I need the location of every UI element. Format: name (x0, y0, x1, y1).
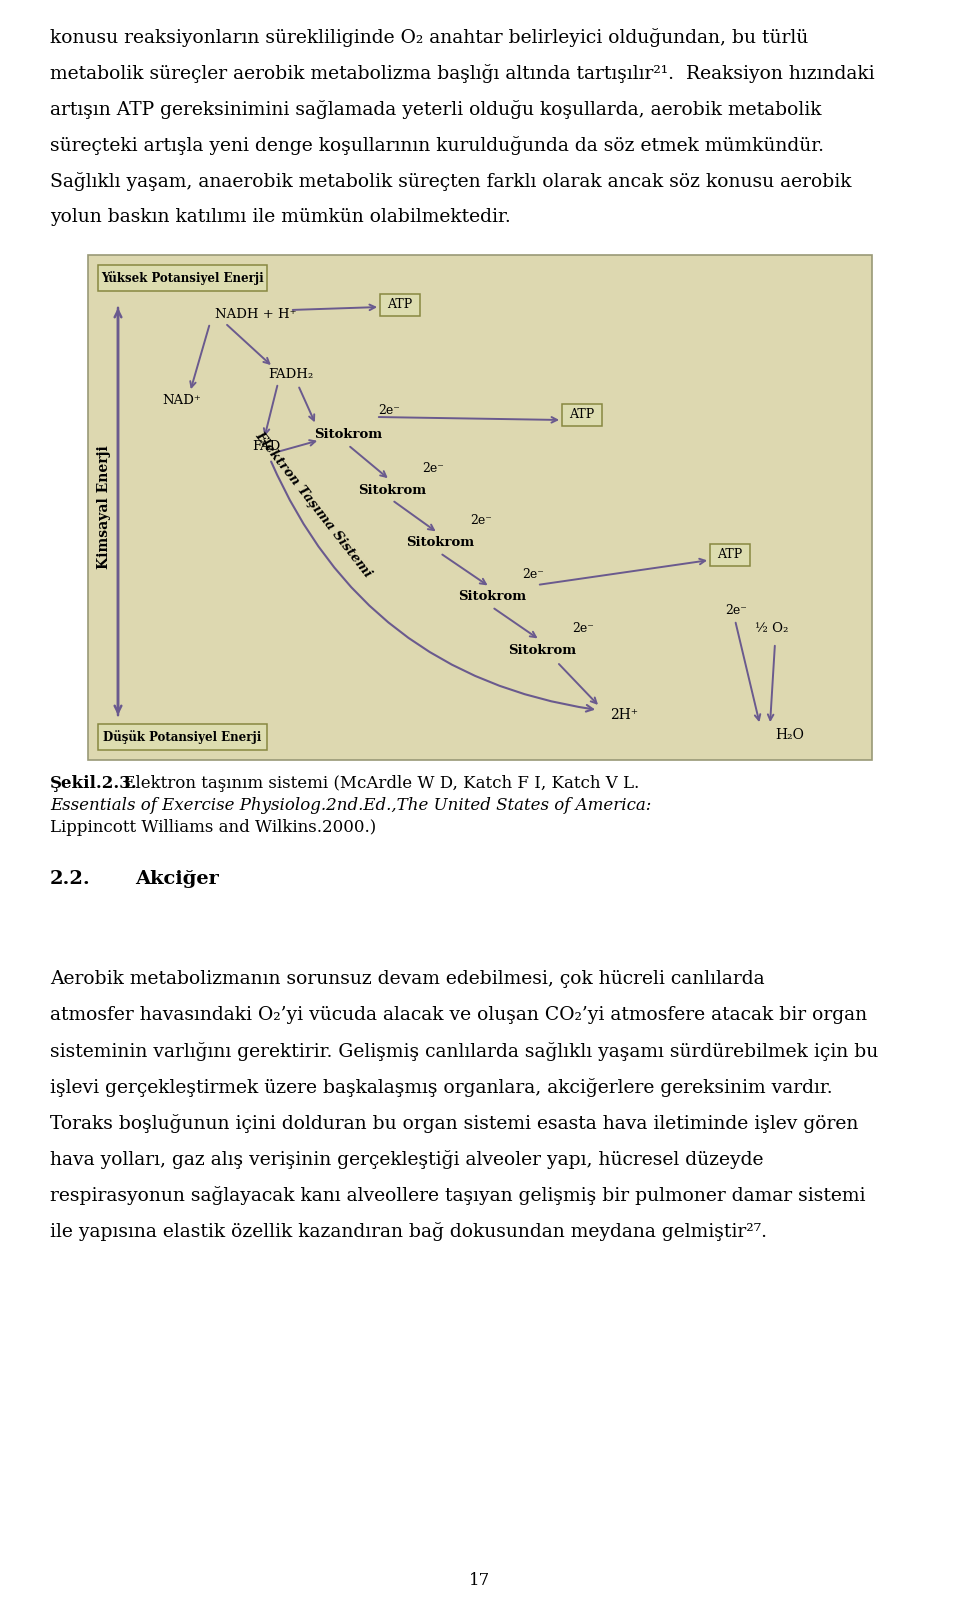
Text: Akciğer: Akciğer (135, 869, 219, 889)
Text: Aerobik metabolizmanın sorunsuz devam edebilmesi, çok hücreli canlılarda: Aerobik metabolizmanın sorunsuz devam ed… (50, 969, 764, 989)
Text: Elektron Taşıma Sistemi: Elektron Taşıma Sistemi (252, 430, 374, 581)
Text: 2e⁻: 2e⁻ (378, 404, 400, 417)
Text: ile yapısına elastik özellik kazandıran bağ dokusundan meydana gelmiştir²⁷.: ile yapısına elastik özellik kazandıran … (50, 1222, 767, 1241)
Text: ATP: ATP (569, 409, 594, 422)
Text: sisteminin varlığını gerektirir. Gelişmiş canlılarda sağlıklı yaşamı sürdürebilm: sisteminin varlığını gerektirir. Gelişmi… (50, 1042, 878, 1061)
Text: H₂O: H₂O (775, 728, 804, 742)
Text: respirasyonun sağlayacak kanı alveollere taşıyan gelişmiş bir pulmoner damar sis: respirasyonun sağlayacak kanı alveollere… (50, 1187, 866, 1204)
Text: NADH + H⁺: NADH + H⁺ (215, 309, 297, 322)
Text: işlevi gerçekleştirmek üzere başkalaşmış organlara, akciğerlere gereksinim vardı: işlevi gerçekleştirmek üzere başkalaşmış… (50, 1079, 832, 1096)
Text: süreçteki artışla yeni denge koşullarının kurulduğunda da söz etmek mümkündür.: süreçteki artışla yeni denge koşullarını… (50, 135, 824, 155)
Text: artışın ATP gereksinimini sağlamada yeterli olduğu koşullarda, aerobik metabolik: artışın ATP gereksinimini sağlamada yete… (50, 100, 822, 119)
Text: 2e⁻: 2e⁻ (725, 604, 747, 617)
Text: hava yolları, gaz alış verişinin gerçekleştiği alveoler yapı, hücresel düzeyde: hava yolları, gaz alış verişinin gerçekl… (50, 1150, 763, 1169)
Text: Toraks boşluğunun içini dolduran bu organ sistemi esasta hava iletiminde işlev g: Toraks boşluğunun içini dolduran bu orga… (50, 1114, 858, 1133)
Text: atmosfer havasındaki O₂’yi vücuda alacak ve oluşan CO₂’yi atmosfere atacak bir o: atmosfer havasındaki O₂’yi vücuda alacak… (50, 1006, 867, 1024)
Text: 2H⁺: 2H⁺ (610, 708, 638, 721)
Text: Sitokrom: Sitokrom (458, 591, 526, 604)
Text: FADH₂: FADH₂ (268, 369, 313, 382)
Text: Sitokrom: Sitokrom (358, 483, 426, 496)
Text: 2.2.: 2.2. (50, 869, 91, 889)
Text: metabolik süreçler aerobik metabolizma başlığı altında tartışılır²¹.  Reaksiyon : metabolik süreçler aerobik metabolizma b… (50, 64, 875, 84)
Text: FAD: FAD (252, 441, 280, 454)
Text: ATP: ATP (388, 298, 413, 311)
Text: Yüksek Potansiyel Enerji: Yüksek Potansiyel Enerji (101, 270, 264, 285)
Text: Elektron taşınım sistemi (McArdle W D, Katch F I, Katch V L.: Elektron taşınım sistemi (McArdle W D, K… (118, 774, 639, 792)
FancyBboxPatch shape (562, 404, 602, 427)
Text: yolun baskın katılımı ile mümkün olabilmektedir.: yolun baskın katılımı ile mümkün olabilm… (50, 208, 511, 225)
Text: Sitokrom: Sitokrom (314, 428, 382, 441)
Text: 17: 17 (469, 1571, 491, 1589)
Text: Lippincott Williams and Wilkins.2000.): Lippincott Williams and Wilkins.2000.) (50, 819, 376, 836)
Text: 2e⁻: 2e⁻ (522, 568, 544, 581)
Text: Sağlıklı yaşam, anaerobik metabolik süreçten farklı olarak ancak söz konusu aero: Sağlıklı yaşam, anaerobik metabolik süre… (50, 172, 852, 192)
Text: Sitokrom: Sitokrom (508, 644, 576, 657)
Text: 2e⁻: 2e⁻ (470, 515, 492, 528)
FancyBboxPatch shape (710, 544, 750, 567)
Text: konusu reaksiyonların sürekliliginde O₂ anahtar belirleyici olduğundan, bu türlü: konusu reaksiyonların sürekliliginde O₂ … (50, 27, 808, 47)
Text: Kimsayal Enerji: Kimsayal Enerji (97, 446, 111, 570)
Bar (88, 254, 872, 760)
FancyBboxPatch shape (98, 724, 267, 750)
Text: 2e⁻: 2e⁻ (422, 462, 444, 475)
Text: Şekil.2.3.: Şekil.2.3. (50, 774, 137, 792)
Text: Düşük Potansiyel Enerji: Düşük Potansiyel Enerji (104, 729, 262, 744)
FancyBboxPatch shape (98, 266, 267, 291)
Text: 2e⁻: 2e⁻ (572, 621, 594, 634)
Text: NAD⁺: NAD⁺ (162, 393, 201, 406)
Text: Essentials of Exercise Physiolog.2nd.Ed.,The United States of America:: Essentials of Exercise Physiolog.2nd.Ed.… (50, 797, 652, 815)
Text: ATP: ATP (717, 549, 743, 562)
Text: Sitokrom: Sitokrom (406, 536, 474, 549)
Text: ½ O₂: ½ O₂ (755, 621, 788, 634)
FancyBboxPatch shape (380, 295, 420, 316)
